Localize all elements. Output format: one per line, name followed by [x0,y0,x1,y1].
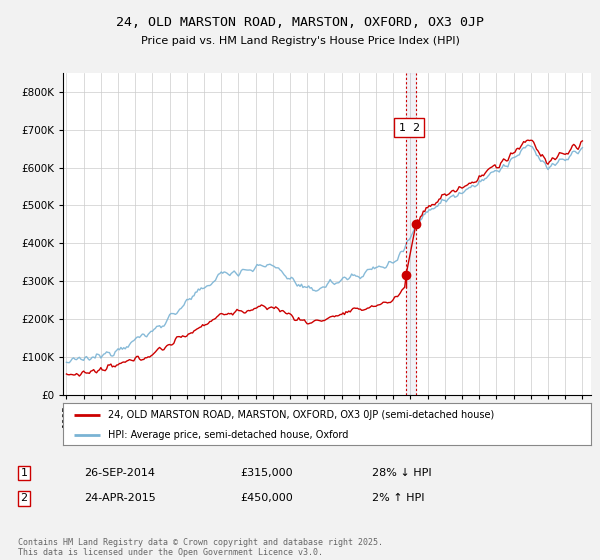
Text: 1: 1 [20,468,28,478]
Text: Contains HM Land Registry data © Crown copyright and database right 2025.
This d: Contains HM Land Registry data © Crown c… [18,538,383,557]
Text: 24, OLD MARSTON ROAD, MARSTON, OXFORD, OX3 0JP: 24, OLD MARSTON ROAD, MARSTON, OXFORD, O… [116,16,484,29]
Text: Price paid vs. HM Land Registry's House Price Index (HPI): Price paid vs. HM Land Registry's House … [140,36,460,46]
Text: HPI: Average price, semi-detached house, Oxford: HPI: Average price, semi-detached house,… [108,430,348,440]
Text: 24-APR-2015: 24-APR-2015 [84,493,156,503]
Text: 26-SEP-2014: 26-SEP-2014 [84,468,155,478]
Text: £450,000: £450,000 [240,493,293,503]
Text: 2: 2 [20,493,28,503]
Bar [406,73,416,395]
Text: 2% ↑ HPI: 2% ↑ HPI [372,493,425,503]
Text: 1  2: 1 2 [398,123,420,133]
Text: 28% ↓ HPI: 28% ↓ HPI [372,468,431,478]
Text: £315,000: £315,000 [240,468,293,478]
Text: 24, OLD MARSTON ROAD, MARSTON, OXFORD, OX3 0JP (semi-detached house): 24, OLD MARSTON ROAD, MARSTON, OXFORD, O… [108,410,494,420]
